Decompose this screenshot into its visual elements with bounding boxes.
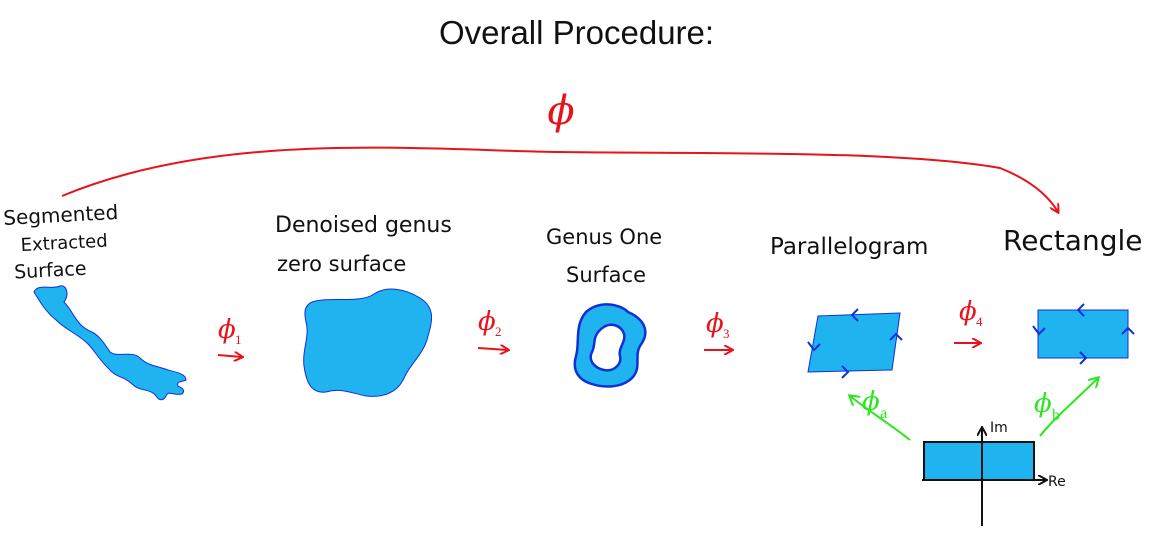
svg-text:ϕ: ϕ [959, 297, 977, 327]
segmented-surface-shape [33, 285, 187, 401]
svg-text:a: a [880, 405, 887, 422]
stage-label-genus-one-2: Surface [566, 263, 646, 287]
genus-one-surface-shape [573, 303, 647, 388]
complex-plane: Im Re [922, 420, 1066, 526]
rect-arrow-bottom [1079, 351, 1088, 365]
stage-label-segmented: Segmented Extracted Surface [3, 200, 119, 284]
svg-text:ϕ: ϕ [1034, 389, 1052, 419]
edge-arrow-left [807, 341, 821, 352]
svg-text:b: b [1052, 407, 1060, 424]
page-title: Overall Procedure: [438, 14, 715, 51]
rectangle-shape [1037, 309, 1129, 359]
re-label: Re [1048, 474, 1066, 490]
rect-arrow-left [1032, 325, 1046, 336]
stage-label-rectangle: Rectangle [1003, 224, 1142, 257]
svg-text:Extracted: Extracted [20, 231, 108, 257]
stage-label-denoised-2: zero surface [277, 252, 406, 276]
stage-label-parallelogram: Parallelogram [770, 234, 928, 260]
svg-text:Surface: Surface [14, 258, 87, 284]
svg-text:2: 2 [495, 324, 502, 339]
svg-text:ϕ: ϕ [862, 387, 880, 417]
stage-label-denoised: Denoised genus [275, 213, 452, 238]
denoised-surface-shape [303, 288, 432, 397]
svg-text:ϕ: ϕ [218, 315, 236, 345]
complex-rectangle [923, 441, 1035, 481]
parallelogram-shape [807, 312, 901, 373]
map-phi-1: ϕ 1 [217, 315, 242, 357]
svg-text:Segmented: Segmented [3, 200, 119, 230]
stage-label-genus-one: Genus One [546, 225, 662, 249]
im-label: Im [990, 420, 1008, 436]
map-phi-a: ϕ a [850, 387, 911, 441]
map-phi-4: ϕ 4 [954, 297, 983, 343]
overall-map-arc [61, 146, 1058, 212]
map-phi-2: ϕ 2 [477, 307, 508, 350]
overall-map-symbol: ϕ [547, 88, 574, 134]
svg-text:ϕ: ϕ [478, 307, 496, 337]
svg-text:1: 1 [235, 332, 242, 347]
edge-arrow-right [889, 332, 903, 341]
svg-text:4: 4 [976, 314, 983, 329]
svg-text:ϕ: ϕ [706, 309, 724, 339]
rect-arrow-right [1121, 326, 1135, 335]
map-phi-3: ϕ 3 [704, 309, 732, 350]
svg-text:3: 3 [723, 326, 730, 341]
map-phi-b: ϕ b [1034, 378, 1098, 437]
edge-arrow-bottom [841, 365, 850, 379]
rect-arrow-top [1076, 303, 1085, 317]
edge-arrow-top [850, 308, 859, 322]
